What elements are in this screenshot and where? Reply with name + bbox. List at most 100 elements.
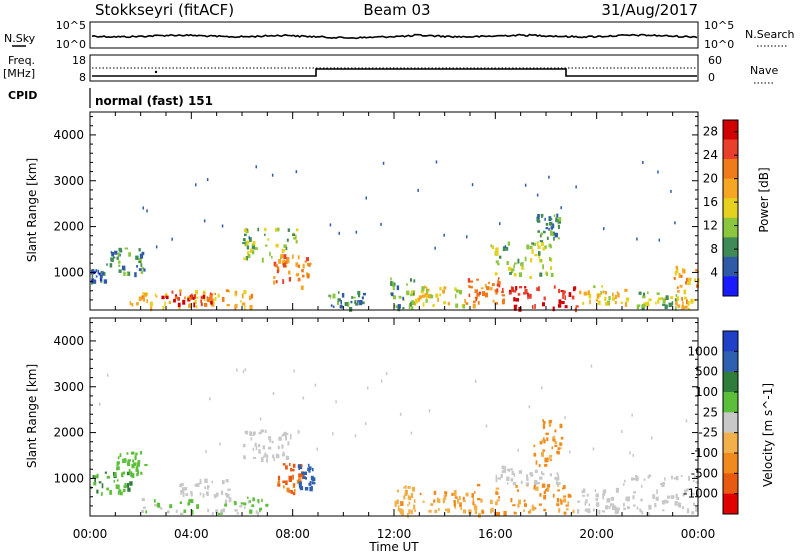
scatter-cell [365,196,367,200]
scatter-cell [99,277,102,281]
colorbar-segment [723,412,738,433]
scatter-cell [495,260,499,264]
scatter-cell [517,258,520,264]
scatter-cell [291,468,295,472]
scatter-cell [268,446,272,450]
scatter-cell [453,501,456,507]
scatter-cell [292,254,294,259]
x-tick-label: 16:00 [478,527,513,541]
scatter-cell [260,457,264,462]
scatter-cell [214,292,216,295]
scatter-cell [308,466,312,471]
scatter-cell [403,486,406,489]
nsky-label: N.Sky [4,32,36,45]
scatter-cell [307,273,310,278]
scatter-cell [624,288,628,292]
scatter-cell [469,280,474,283]
scatter-cell [414,302,417,306]
scatter-cell [539,493,542,497]
scatter-cell [273,261,277,267]
scatter-cell [292,474,294,480]
scatter-cell [269,251,271,257]
colorbar-tick-label: -100 [691,446,718,460]
scatter-cell [219,442,221,446]
scatter-cell [275,243,279,248]
scatter-cell [199,492,202,496]
scatter-cell [282,259,286,263]
scatter-cell [221,224,224,228]
scatter-cell [188,303,191,308]
scatter-cell [287,258,290,264]
scatter-cell [682,492,685,497]
scatter-cell [557,237,560,240]
scatter-cell [518,272,523,277]
scatter-cell [428,509,432,513]
scatter-cell [447,508,451,513]
scatter-cell [141,497,145,502]
scatter-cell [417,188,419,192]
scatter-cell [397,307,401,312]
scatter-cell [137,460,141,464]
x-tick-label: 20:00 [579,527,614,541]
scatter-cell [406,290,410,296]
scatter-cell [445,508,449,512]
scatter-cell [688,307,690,311]
scatter-cell [497,280,501,285]
scatter-cell [296,228,299,232]
scatter-cell [245,229,249,233]
scatter-cell [543,421,546,425]
scatter-cell [127,461,131,467]
colorbar-tick-label: -25 [698,426,718,440]
scatter-cell [683,289,687,295]
scatter-cell [674,298,678,302]
scatter-cell [510,468,513,471]
scatter-cell [530,258,533,263]
scatter-cell [307,463,310,467]
scatter-cell [257,227,260,232]
scatter-cell [296,479,300,484]
scatter-cell [271,256,273,259]
scatter-cell [144,464,148,467]
scatter-cell [183,509,187,513]
scatter-cell [676,296,680,301]
scatter-cell [685,281,688,285]
scatter-cell [146,209,148,213]
scatter-cell [534,507,537,510]
scatter-cell [529,245,533,250]
scatter-cell [602,493,605,496]
scatter-cell [497,477,501,480]
scatter-cell [406,283,408,286]
scatter-cell [128,252,131,257]
scatter-cell [206,491,209,496]
scatter-cell [252,250,255,255]
scatter-cell [126,483,130,488]
scatter-cell [589,299,591,305]
scatter-cell [392,285,395,291]
scatter-cell [407,486,411,489]
scatter-cell [257,499,259,502]
scatter-cell [116,466,119,471]
scatter-cell [553,285,556,289]
scatter-cell [478,291,482,295]
scatter-cell [357,300,359,303]
scatter-cell [642,161,644,164]
scatter-cell [110,258,114,262]
scatter-cell [495,477,498,483]
scatter-cell [140,451,143,455]
scatter-cell [541,483,546,488]
scatter-cell [545,227,549,230]
scatter-cell [240,502,244,505]
scatter-cell [287,228,290,232]
scatter-cell [661,482,665,487]
scatter-cell [266,458,268,463]
scatter-cell [295,170,298,174]
scatter-cell [573,286,577,290]
scatter-cell [410,290,414,294]
scatter-cell [118,489,122,493]
scatter-cell [339,305,343,309]
scatter-cell [433,490,437,495]
scatter-cell [211,480,213,484]
scatter-cell [521,261,524,267]
scatter-cell [564,295,567,300]
y-tick-label: 4000 [53,334,84,348]
